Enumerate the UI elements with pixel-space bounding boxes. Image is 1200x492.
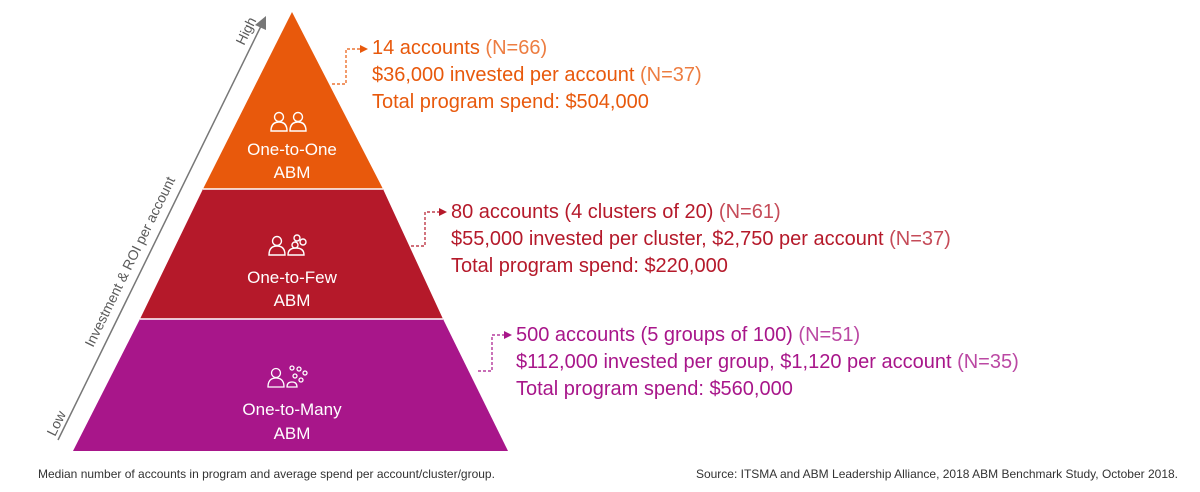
- tier2-total-spend: Total program spend: $220,000: [451, 255, 728, 277]
- tier3-name-line1: One-to-Many: [242, 400, 342, 419]
- tier1-details: 14 accounts (N=66) $36,000 invested per …: [372, 35, 702, 116]
- tier2-accounts-n: (N=61): [718, 201, 781, 223]
- tier2-details: 80 accounts (4 clusters of 20) (N=61) $5…: [451, 199, 951, 280]
- tier3-details: 500 accounts (5 groups of 100) (N=51) $1…: [516, 322, 1019, 403]
- tier3-invested-n: (N=35): [957, 351, 1019, 373]
- tier2-name-line2: ABM: [274, 291, 311, 310]
- tier2-connector-arrow: [411, 208, 447, 247]
- tier2-name-line1: One-to-Few: [247, 268, 337, 287]
- tier1-connector-arrow: [332, 45, 368, 85]
- tier1-accounts: 14 accounts: [372, 37, 480, 59]
- tier1-accounts-n: (N=66): [485, 37, 548, 59]
- tier3-name-line2: ABM: [274, 424, 311, 443]
- tier3-accounts-n: (N=51): [798, 324, 861, 346]
- footnote-median: Median number of accounts in program and…: [38, 467, 495, 481]
- tier2-accounts: 80 accounts (4 clusters of 20): [451, 201, 714, 223]
- tier1-name-line2: ABM: [274, 163, 311, 182]
- axis-high-label: High: [232, 14, 259, 47]
- tier1-invested-n: (N=37): [639, 64, 702, 86]
- tier-one-to-one: [203, 12, 383, 189]
- person-and-cluster-icon: [268, 234, 307, 256]
- tier3-total-spend: Total program spend: $560,000: [516, 378, 793, 400]
- axis-low-label: Low: [43, 407, 69, 438]
- tier1-name-line1: One-to-One: [247, 140, 337, 159]
- tier-one-to-few: [140, 189, 443, 319]
- tier2-invested: $55,000 invested per cluster, $2,750 per…: [451, 228, 884, 250]
- tier3-invested: $112,000 invested per group, $1,120 per …: [516, 351, 952, 373]
- two-people-icon: [270, 111, 307, 132]
- tier3-accounts: 500 accounts (5 groups of 100): [516, 324, 793, 346]
- tier1-invested: $36,000 invested per account: [372, 64, 635, 86]
- person-and-crowd-icon: [267, 365, 308, 388]
- axis-line: [57, 23, 263, 441]
- axis-arrowhead: [255, 16, 266, 30]
- tier3-connector-arrow: [478, 331, 512, 372]
- tier1-total-spend: Total program spend: $504,000: [372, 91, 649, 113]
- tier-one-to-many: [73, 319, 508, 451]
- tier2-invested-n: (N=37): [889, 228, 951, 250]
- footnote-source: Source: ITSMA and ABM Leadership Allianc…: [695, 467, 1178, 481]
